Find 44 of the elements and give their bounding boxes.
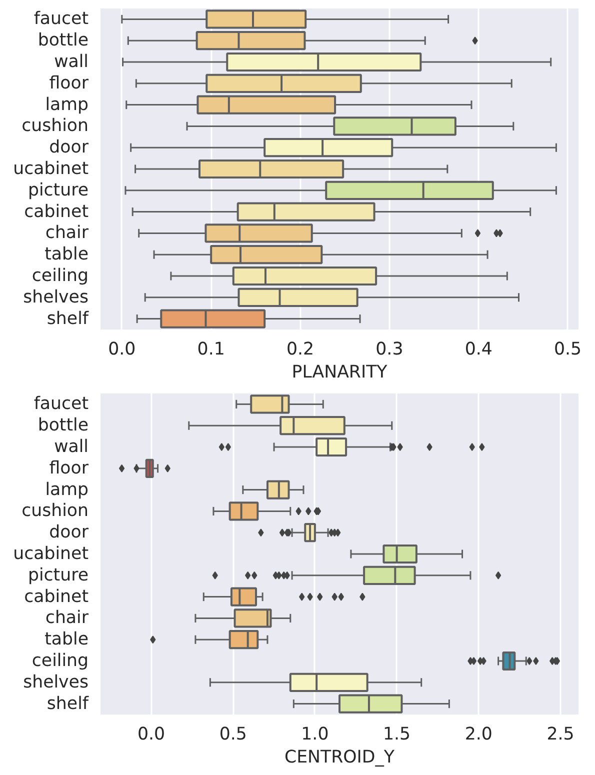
x-tick-label: 0.1 bbox=[197, 340, 225, 360]
x-tick-label: 1.0 bbox=[301, 724, 329, 744]
y-tick-label: table bbox=[44, 244, 89, 265]
y-tick-label: door bbox=[49, 522, 90, 543]
y-tick-label: cabinet bbox=[24, 586, 89, 607]
x-tick-label: 2.0 bbox=[464, 724, 492, 744]
y-tick-label: shelf bbox=[46, 308, 90, 329]
x-tick-label: 1.5 bbox=[383, 724, 411, 744]
x-tick-label: 0.4 bbox=[464, 340, 492, 360]
y-tick-label: lamp bbox=[45, 480, 88, 500]
y-tick-label: cushion bbox=[22, 501, 89, 522]
y-tick-label: picture bbox=[28, 565, 89, 586]
y-tick-label: ceiling bbox=[32, 651, 89, 671]
y-tick-label: shelf bbox=[46, 694, 90, 714]
y-tick-label: ceiling bbox=[32, 266, 89, 286]
x-tick-label: 0.0 bbox=[137, 724, 166, 744]
y-tick-label: cabinet bbox=[24, 202, 89, 222]
y-tick-label: chair bbox=[45, 608, 90, 628]
y-tick-label: floor bbox=[49, 73, 90, 94]
x-tick-label: 0.0 bbox=[108, 340, 136, 360]
x-tick-label: 0.2 bbox=[286, 340, 314, 360]
y-tick-label: chair bbox=[45, 223, 90, 244]
x-tick-label: 2.5 bbox=[546, 724, 574, 744]
y-tick-label: bottle bbox=[38, 416, 89, 436]
y-tick-label: floor bbox=[49, 458, 90, 478]
x-axis-title: PLANARITY bbox=[292, 362, 388, 382]
y-tick-label: wall bbox=[54, 52, 89, 72]
y-tick-label: ucabinet bbox=[13, 544, 89, 564]
y-tick-label: wall bbox=[54, 437, 89, 457]
y-tick-label: bottle bbox=[38, 30, 89, 51]
y-tick-label: door bbox=[49, 138, 90, 158]
y-tick-label: shelves bbox=[23, 287, 89, 308]
y-tick-label: faucet bbox=[34, 9, 89, 30]
y-tick-label: cushion bbox=[22, 116, 89, 136]
y-tick-label: table bbox=[44, 630, 89, 650]
y-tick-label: lamp bbox=[45, 94, 88, 115]
x-tick-label: 0.5 bbox=[554, 340, 582, 360]
y-tick-label: faucet bbox=[34, 394, 89, 414]
y-tick-label: shelves bbox=[23, 672, 89, 692]
x-tick-label: 0.5 bbox=[219, 724, 247, 744]
x-tick-label: 0.3 bbox=[376, 340, 404, 360]
y-tick-label: ucabinet bbox=[13, 159, 89, 179]
x-axis-title: CENTROID_Y bbox=[284, 748, 395, 768]
y-tick-label: picture bbox=[28, 180, 89, 200]
